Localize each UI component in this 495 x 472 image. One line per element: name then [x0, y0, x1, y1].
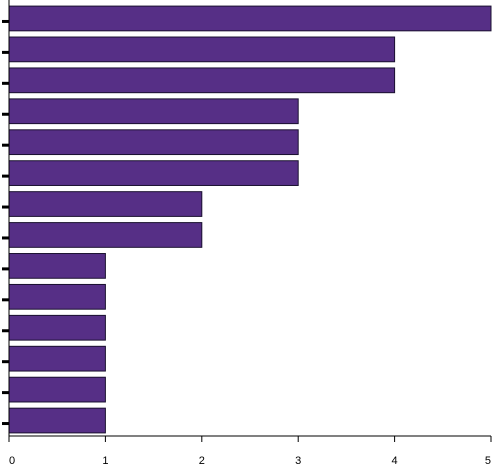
bar-12	[8, 376, 106, 403]
y-ticks-group	[2, 19, 9, 426]
x-tick-label-4: 4	[392, 455, 398, 467]
bar-3	[8, 98, 299, 125]
bar-4	[8, 129, 299, 156]
x-tick-label-0: 0	[9, 455, 15, 467]
bar-1	[8, 36, 396, 63]
bar-7	[8, 222, 203, 248]
x-tick-label-2: 2	[199, 455, 205, 467]
bar-13	[8, 407, 106, 434]
bar-0	[8, 5, 492, 32]
bar-5	[8, 160, 299, 186]
bar-9	[8, 283, 106, 310]
bar-2	[8, 67, 396, 94]
bar-6	[8, 191, 203, 217]
bars-group	[8, 5, 492, 434]
bar-11	[8, 345, 106, 372]
bar-10	[8, 314, 106, 341]
x-tick-label-1: 1	[102, 455, 108, 467]
bar-8	[8, 253, 106, 279]
x-tick-label-5: 5	[485, 455, 491, 467]
x-ticks-group: 0 1 2 3 4 5	[8, 436, 492, 467]
x-tick-label-3: 3	[295, 455, 301, 467]
